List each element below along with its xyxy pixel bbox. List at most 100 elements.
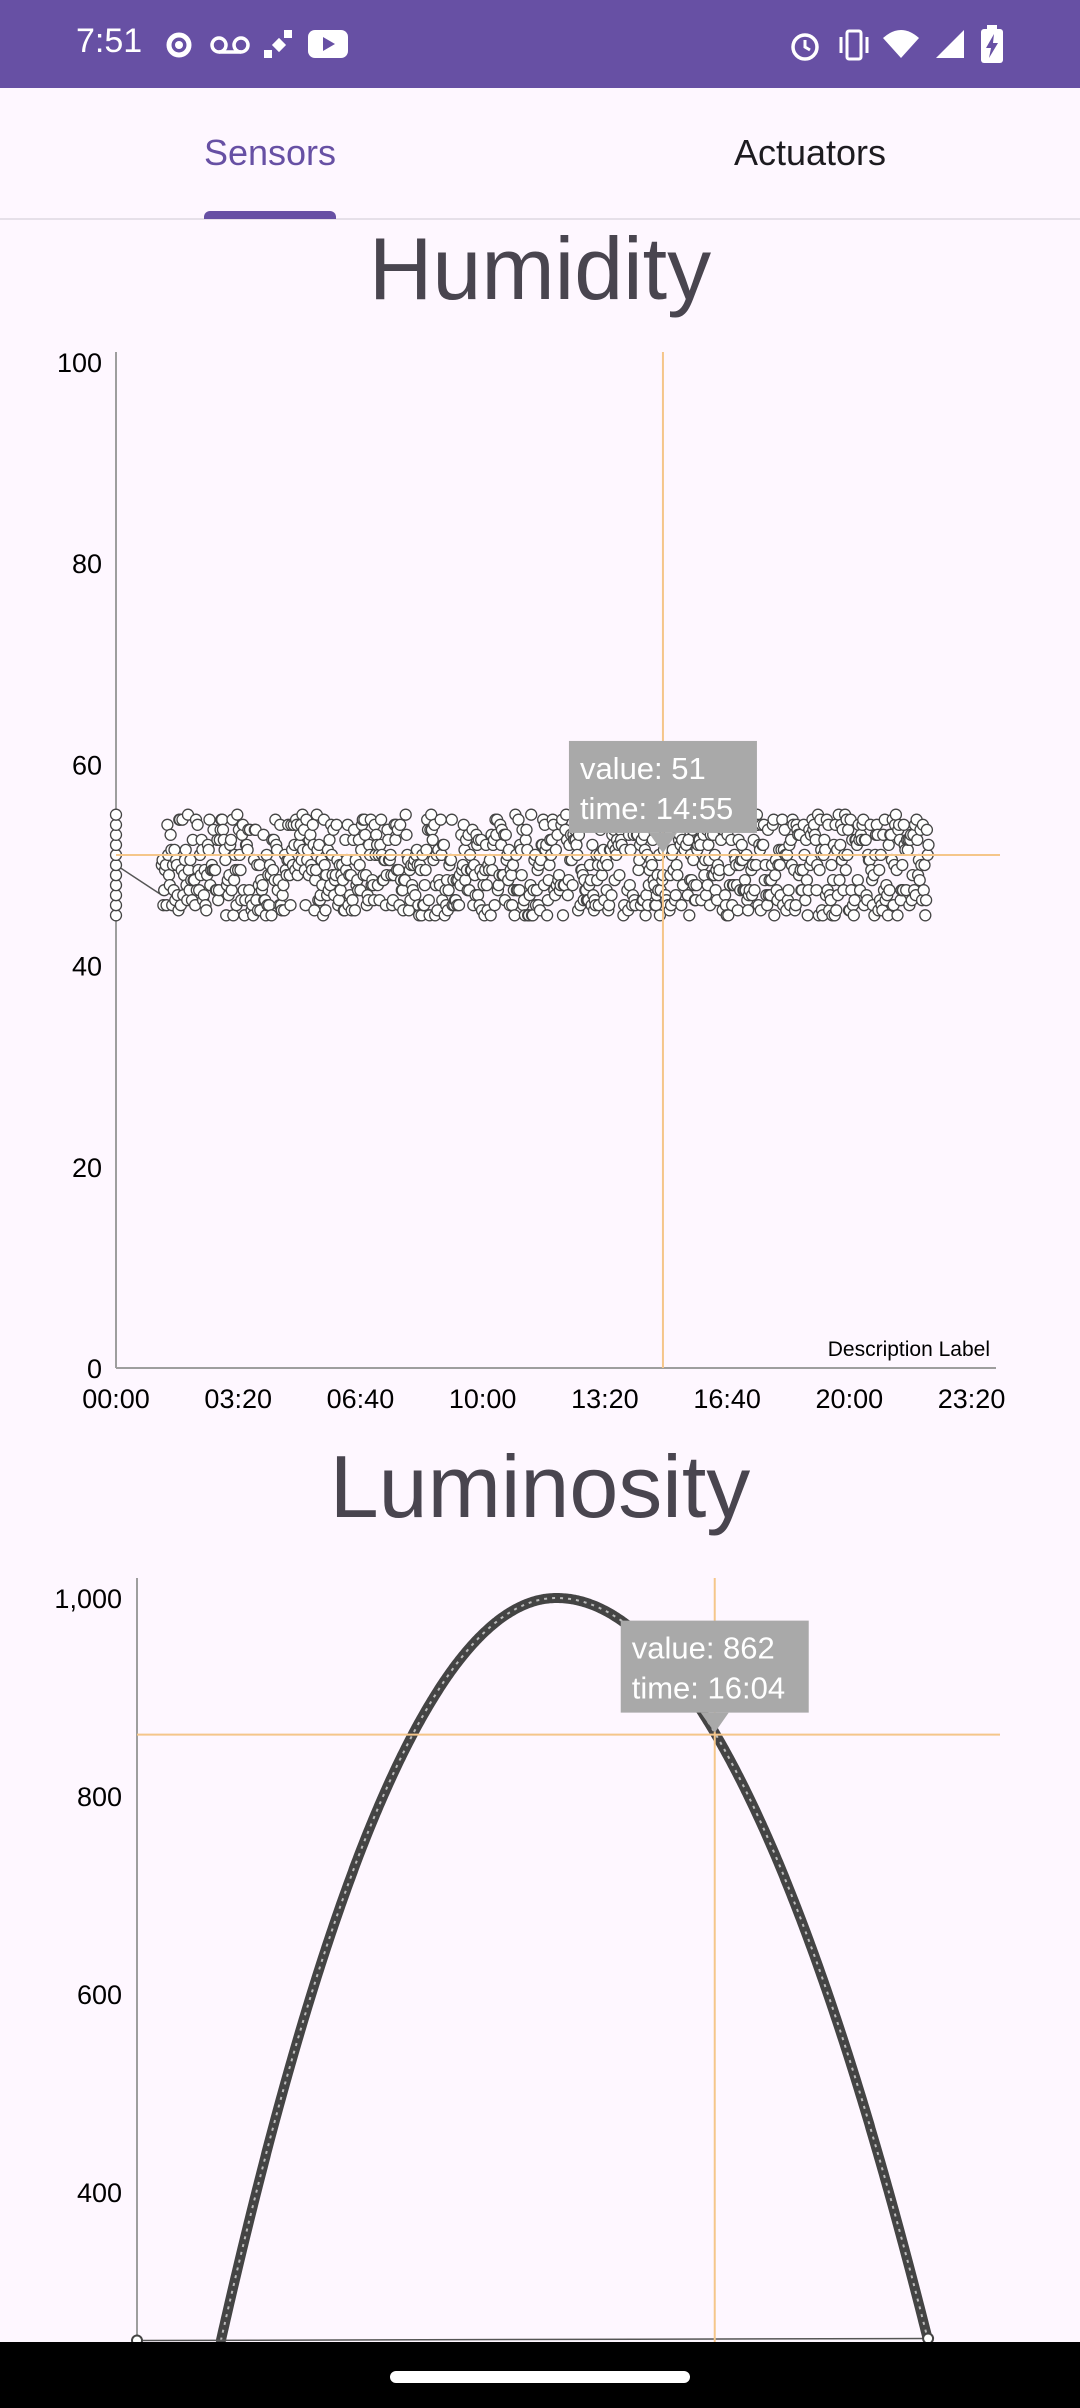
data-point bbox=[508, 909, 521, 922]
data-point bbox=[561, 889, 574, 902]
data-point bbox=[197, 889, 211, 902]
luminosity-chart-title: Luminosity bbox=[329, 1437, 751, 1536]
data-point bbox=[757, 838, 770, 852]
tooltip-box bbox=[568, 740, 757, 833]
data-point bbox=[394, 818, 407, 831]
data-point bbox=[161, 818, 174, 831]
data-point bbox=[109, 868, 123, 882]
data-point bbox=[922, 838, 935, 852]
data-point bbox=[420, 843, 433, 857]
data-point bbox=[506, 899, 519, 912]
data-point bbox=[922, 2332, 935, 2342]
x-tick-label: 20:00 bbox=[816, 1384, 884, 1414]
data-point bbox=[839, 863, 852, 877]
data-point bbox=[306, 818, 319, 831]
chart-tooltip: value: 862 time: 16:04 bbox=[620, 1620, 809, 1733]
data-point bbox=[789, 899, 802, 912]
tab-sensors[interactable]: Sensors bbox=[0, 88, 540, 218]
data-point bbox=[505, 868, 518, 882]
data-point bbox=[353, 858, 366, 872]
data-point bbox=[595, 868, 609, 882]
data-point bbox=[266, 863, 280, 877]
data-point bbox=[896, 858, 909, 872]
data-point bbox=[520, 823, 533, 836]
data-point bbox=[605, 889, 618, 902]
data-point bbox=[918, 858, 931, 872]
data-point bbox=[768, 909, 781, 922]
data-point bbox=[901, 843, 914, 857]
data-point bbox=[670, 858, 683, 872]
data-point bbox=[897, 818, 910, 831]
data-point bbox=[919, 909, 932, 922]
data-point bbox=[735, 838, 748, 852]
data-point bbox=[675, 899, 688, 912]
data-point bbox=[512, 813, 525, 826]
x-tick-label: 06:40 bbox=[327, 1384, 395, 1414]
data-point bbox=[570, 838, 583, 852]
data-point bbox=[889, 808, 903, 821]
data-point bbox=[452, 899, 466, 912]
data-point bbox=[164, 828, 177, 841]
data-point bbox=[799, 894, 812, 907]
status-bar: 7:51 bbox=[0, 0, 1080, 88]
y-tick-label: 60 bbox=[72, 750, 102, 780]
data-point bbox=[422, 894, 435, 907]
data-point bbox=[227, 873, 241, 887]
data-point bbox=[109, 878, 123, 892]
y-tick-label: 100 bbox=[57, 348, 102, 378]
data-point bbox=[525, 808, 538, 821]
data-point bbox=[224, 833, 238, 847]
data-point bbox=[162, 868, 176, 882]
y-tick-label: 80 bbox=[72, 549, 102, 579]
data-point bbox=[920, 823, 934, 836]
data-point bbox=[891, 909, 904, 922]
data-point bbox=[434, 813, 447, 826]
x-tick-label: 00:00 bbox=[82, 1384, 150, 1414]
data-point bbox=[851, 873, 864, 887]
tab-actuators[interactable]: Actuators bbox=[540, 88, 1080, 218]
signal-icon bbox=[936, 30, 964, 58]
data-point bbox=[208, 863, 222, 877]
data-point bbox=[602, 899, 616, 912]
data-point bbox=[284, 899, 297, 912]
data-point bbox=[543, 858, 556, 872]
data-point bbox=[776, 813, 789, 826]
data-point bbox=[323, 833, 336, 847]
data-point bbox=[731, 904, 744, 917]
home-gesture-handle[interactable] bbox=[390, 2371, 690, 2383]
data-point bbox=[645, 858, 659, 872]
tab-sensors-label: Sensors bbox=[203, 132, 337, 173]
data-point bbox=[348, 904, 362, 917]
luminosity-chart[interactable]: 400 600 800 1,000 value: 862 time: 16:04 bbox=[0, 1560, 1080, 2342]
satellite-icon bbox=[264, 30, 292, 58]
data-point bbox=[842, 823, 855, 836]
humidity-chart[interactable]: 0 20 40 60 80 100 00:00 03:20 06:40 10:00 13:20 16:… bbox=[0, 340, 1080, 1420]
data-point bbox=[304, 828, 317, 841]
data-point bbox=[506, 858, 520, 872]
data-point bbox=[471, 889, 485, 902]
tooltip-time: time: 14:55 bbox=[580, 791, 733, 826]
data-point bbox=[833, 873, 846, 887]
data-point bbox=[801, 909, 814, 922]
y-tick-label: 600 bbox=[77, 1980, 122, 2010]
data-point bbox=[191, 818, 204, 831]
data-point bbox=[256, 878, 269, 892]
data-point bbox=[632, 863, 645, 877]
wifi-icon bbox=[883, 30, 919, 58]
data-point bbox=[212, 894, 225, 907]
data-point bbox=[566, 878, 579, 892]
data-point bbox=[480, 878, 493, 892]
data-point bbox=[419, 863, 432, 877]
data-point bbox=[216, 813, 229, 826]
data-point bbox=[231, 808, 244, 821]
data-point bbox=[109, 838, 123, 852]
data-point bbox=[848, 894, 861, 907]
data-point bbox=[913, 873, 926, 887]
status-time: 7:51 bbox=[76, 22, 143, 60]
tooltip-box bbox=[620, 1620, 809, 1713]
series-line bbox=[115, 864, 163, 896]
data-point bbox=[319, 904, 332, 917]
data-point bbox=[253, 858, 266, 872]
x-tick-label: 13:20 bbox=[571, 1384, 639, 1414]
data-point bbox=[702, 838, 715, 852]
